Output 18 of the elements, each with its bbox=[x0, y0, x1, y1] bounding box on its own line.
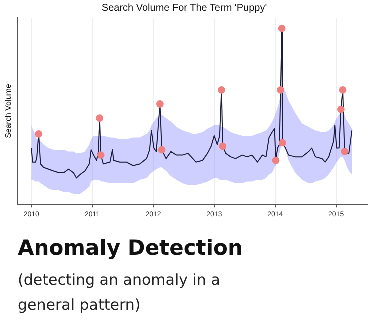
point bbox=[156, 100, 164, 108]
point bbox=[337, 106, 345, 114]
point bbox=[278, 139, 286, 147]
point bbox=[218, 86, 226, 94]
point bbox=[35, 130, 43, 138]
point bbox=[341, 148, 349, 156]
point bbox=[277, 86, 285, 94]
point bbox=[278, 24, 286, 32]
point bbox=[219, 142, 227, 150]
point bbox=[339, 86, 347, 94]
point bbox=[158, 146, 166, 154]
point bbox=[272, 156, 280, 164]
text: Anomaly Detection bbox=[18, 236, 244, 260]
point bbox=[97, 152, 105, 160]
chart-title: Search Volume For The Term 'Puppy' bbox=[102, 2, 268, 14]
y-axis-title: Search Volume bbox=[4, 84, 14, 138]
text: (detecting an anomaly in a general pattern) bbox=[18, 270, 222, 316]
point bbox=[96, 114, 104, 122]
